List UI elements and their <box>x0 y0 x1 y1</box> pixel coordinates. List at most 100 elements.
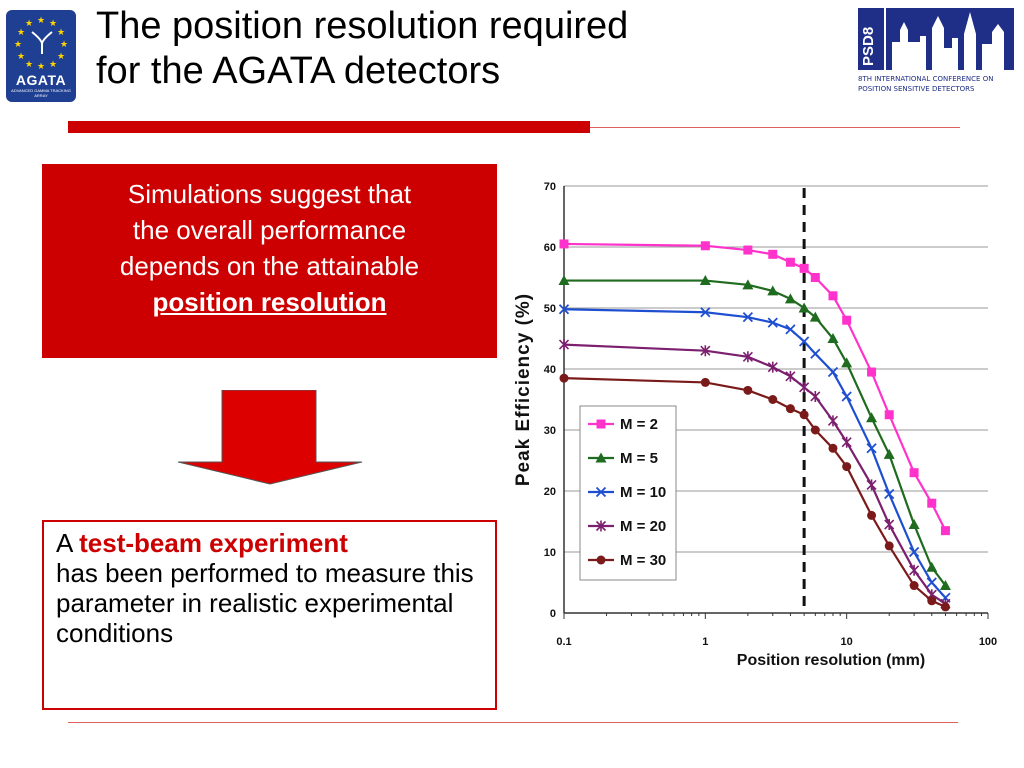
psd8-conference-text: 8TH INTERNATIONAL CONFERENCE ON POSITION… <box>858 74 1018 94</box>
data-point <box>559 239 569 249</box>
legend-label: M = 10 <box>620 484 666 501</box>
y-tick-label: 70 <box>544 181 556 193</box>
star-icon: ★ <box>17 27 26 37</box>
result-rest: has been performed to measure this param… <box>56 558 474 648</box>
result-emphasis: test-beam experiment <box>79 528 348 558</box>
data-point <box>799 410 809 420</box>
series-line <box>564 279 947 587</box>
data-point <box>841 357 853 368</box>
data-point <box>742 351 753 363</box>
simulation-callout: Simulations suggest that the overall per… <box>42 164 497 358</box>
data-point <box>841 391 852 402</box>
data-point <box>558 304 570 315</box>
legend-label: M = 20 <box>620 518 666 535</box>
callout-line2: the overall performance <box>132 215 407 245</box>
data-point <box>809 311 821 322</box>
data-point <box>768 395 778 404</box>
data-point <box>743 385 753 395</box>
y-tick-label: 30 <box>544 425 556 437</box>
data-point <box>842 462 852 472</box>
series-line <box>563 308 947 599</box>
series-group <box>559 239 950 536</box>
data-point <box>884 410 894 420</box>
data-point <box>767 317 778 328</box>
data-point <box>700 307 711 318</box>
callout-emphasis: position resolution <box>152 287 387 317</box>
data-point <box>926 561 938 572</box>
data-point <box>866 443 877 454</box>
x-axis-title: Position resolution (mm) <box>737 652 925 669</box>
data-point <box>798 336 810 347</box>
agata-logo-word: AGATA <box>15 72 67 88</box>
legend-label: M = 30 <box>620 552 666 569</box>
star-icon: ★ <box>37 15 46 25</box>
agata-logo: ★ ★ ★ ★ ★ ★ ★ ★ ★ ★ ★ ★ AGATA ADVANCED G… <box>6 10 76 102</box>
data-point <box>827 333 839 343</box>
test-beam-result-box: A test-beam experiment has been performe… <box>42 520 497 710</box>
data-point <box>883 448 895 459</box>
data-point <box>810 425 820 435</box>
data-point <box>742 312 754 323</box>
star-icon: ★ <box>60 39 69 49</box>
data-point <box>828 443 838 453</box>
star-icon: ★ <box>37 61 46 71</box>
data-point <box>767 361 778 373</box>
data-point <box>785 257 795 267</box>
x-tick-label: 100 <box>979 636 997 648</box>
data-point <box>927 498 937 508</box>
peak-efficiency-chart: 0 10 20 30 40 50 60 70 0.1 1 10 100 Position resolut… <box>513 181 997 669</box>
legend-marker <box>595 520 607 532</box>
data-point <box>908 546 920 558</box>
data-point <box>909 581 919 591</box>
data-point <box>827 415 839 427</box>
psd8-conf-line2: POSITION SENSITIVE DETECTORS <box>858 85 975 93</box>
title-divider-line <box>590 127 960 128</box>
series-group <box>559 373 950 612</box>
legend-marker <box>596 419 606 429</box>
data-point <box>866 479 877 491</box>
data-point <box>884 541 894 551</box>
data-point <box>884 488 895 500</box>
y-tick-label: 20 <box>544 486 556 498</box>
data-point <box>798 302 810 313</box>
slide-title-line2: for the AGATA detectors <box>96 50 501 92</box>
psd8-conf-line1: 8TH INTERNATIONAL CONFERENCE ON <box>858 75 994 83</box>
data-point <box>909 468 919 478</box>
series-group <box>558 275 951 591</box>
data-point <box>699 275 711 286</box>
agata-logo-subtitle: ADVANCED GAMMA TRACKING ARRAY <box>11 88 71 98</box>
star-icon: ★ <box>25 59 34 69</box>
psd8-logo: PSD8 8TH INTERNATIONAL CONFERENCE ON POS… <box>858 8 1018 98</box>
data-point <box>799 263 809 273</box>
star-icon: ★ <box>57 51 66 61</box>
data-point <box>884 519 895 531</box>
data-point <box>799 381 810 393</box>
legend-marker <box>595 452 607 463</box>
data-point <box>700 241 710 251</box>
data-point <box>743 245 753 255</box>
star-icon: ★ <box>14 39 23 49</box>
footer-divider-line <box>68 722 958 723</box>
city-skyline-icon <box>886 8 1014 70</box>
y-tick-label: 60 <box>544 242 556 254</box>
data-point <box>810 348 821 359</box>
y-tick-label: 40 <box>544 364 556 376</box>
star-icon: ★ <box>25 18 34 28</box>
data-point <box>785 324 796 335</box>
data-point <box>785 404 795 414</box>
series-group <box>558 304 951 603</box>
data-point <box>559 373 569 383</box>
data-point <box>828 291 838 301</box>
gamma-symbol-icon <box>31 31 53 54</box>
slide-title-line1: The position resolution required <box>96 5 629 47</box>
legend-label: M = 5 <box>620 450 658 467</box>
data-point <box>784 293 796 304</box>
eu-stars-ring: ★ ★ ★ ★ ★ ★ ★ ★ ★ ★ ★ ★ <box>14 15 69 71</box>
data-point <box>785 370 796 382</box>
legend-marker <box>595 486 607 498</box>
series-line <box>563 343 947 605</box>
data-point <box>939 580 951 591</box>
data-point <box>810 390 821 402</box>
callout-line3: depends on the attainable <box>119 251 420 281</box>
x-tick-label: 10 <box>841 636 853 648</box>
